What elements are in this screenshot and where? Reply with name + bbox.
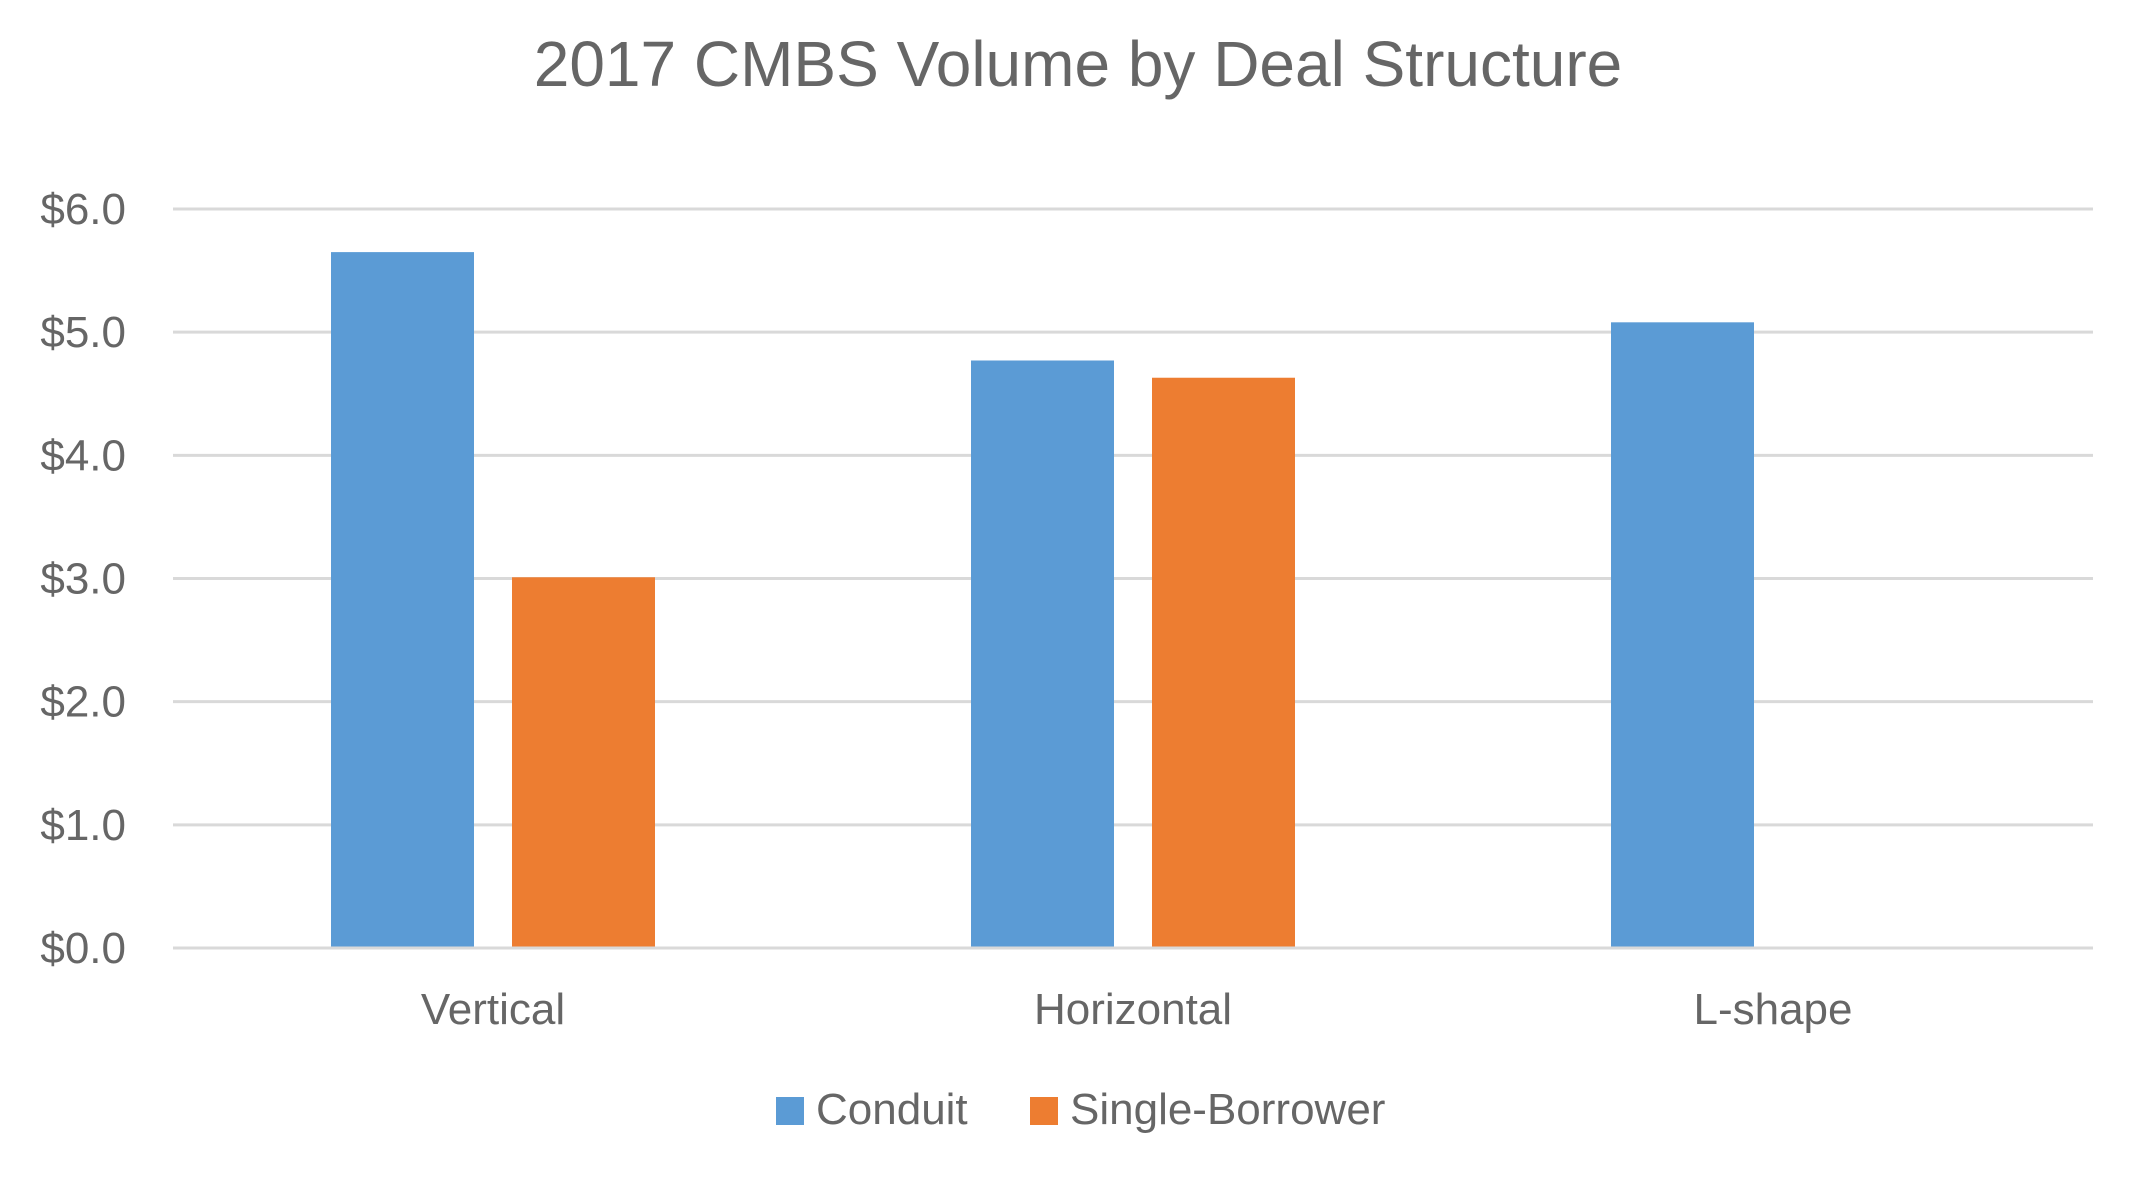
- legend-swatch-conduit: [776, 1097, 804, 1125]
- x-tick-label: Horizontal: [1034, 985, 1232, 1034]
- bar-single-borrower-horizontal: [1152, 377, 1295, 948]
- x-tick-label: Vertical: [421, 985, 565, 1034]
- legend-swatch-single-borrower: [1030, 1097, 1058, 1125]
- chart-title: 2017 CMBS Volume by Deal Structure: [534, 28, 1623, 100]
- bar-conduit-l-shape: [1611, 322, 1754, 948]
- bar-conduit-horizontal: [971, 360, 1114, 948]
- y-axis-tick-labels: $0.0 $1.0 $2.0 $3.0 $4.0 $5.0 $6.0: [40, 185, 126, 973]
- y-tick-label: $3.0: [40, 555, 126, 604]
- legend-label-conduit: Conduit: [816, 1085, 968, 1134]
- legend-label-single-borrower: Single-Borrower: [1070, 1085, 1385, 1134]
- y-tick-label: $0.0: [40, 924, 126, 973]
- y-tick-label: $5.0: [40, 308, 126, 357]
- x-axis-tick-labels: Vertical Horizontal L-shape: [421, 985, 1853, 1034]
- y-tick-label: $6.0: [40, 185, 126, 234]
- y-tick-label: $1.0: [40, 801, 126, 850]
- y-tick-label: $2.0: [40, 678, 126, 727]
- y-tick-label: $4.0: [40, 431, 126, 480]
- legend: Conduit Single-Borrower: [776, 1085, 1385, 1134]
- bar-single-borrower-vertical: [512, 577, 655, 948]
- x-tick-label: L-shape: [1693, 985, 1852, 1034]
- bars: [173, 252, 2093, 950]
- bar-conduit-vertical: [331, 252, 474, 948]
- gridlines: [173, 207, 2093, 950]
